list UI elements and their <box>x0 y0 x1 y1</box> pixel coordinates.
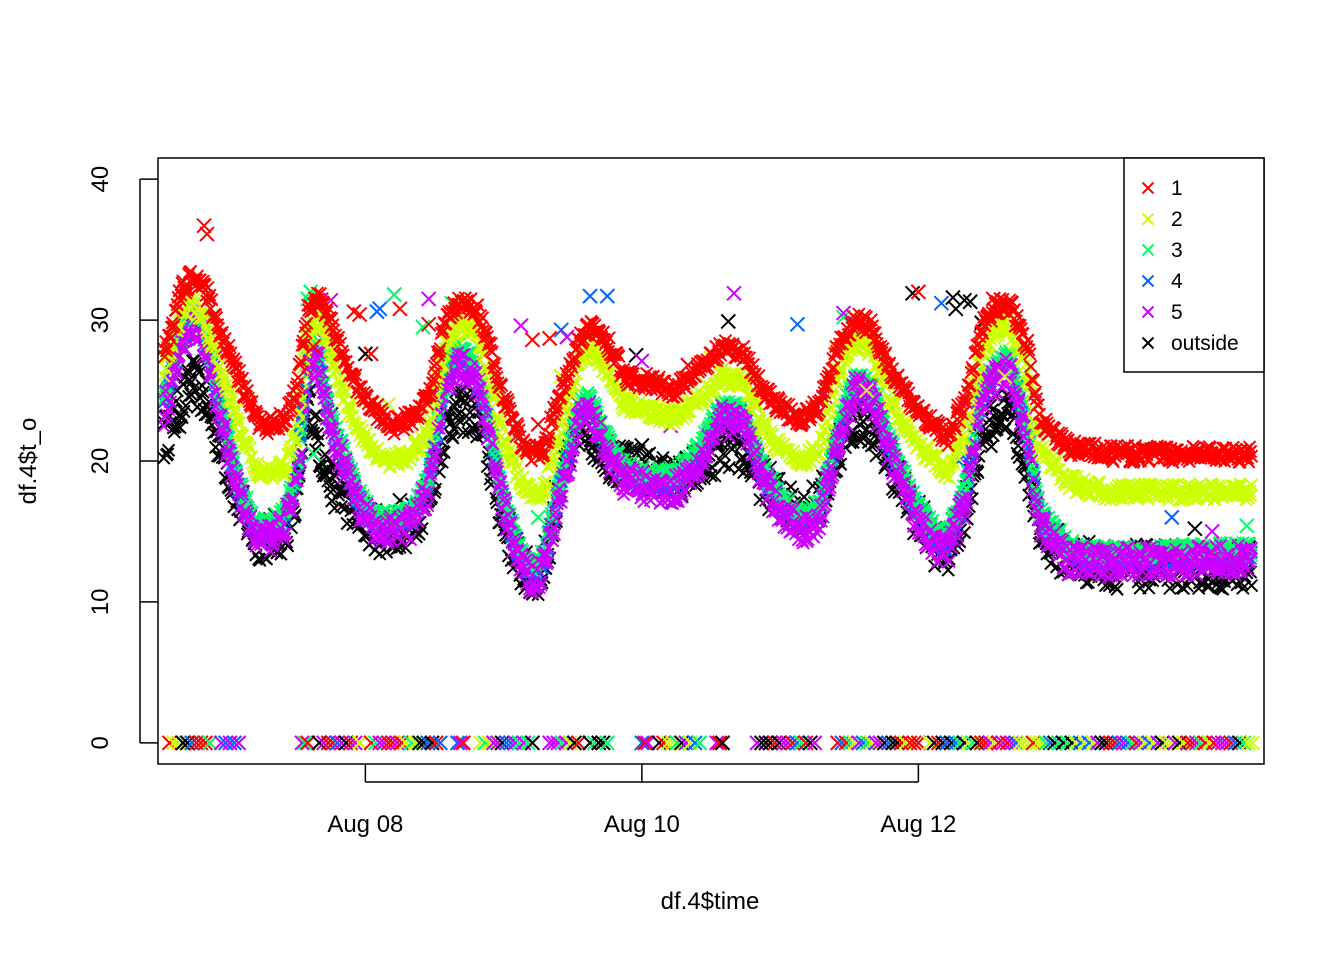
data-layer <box>157 217 1261 751</box>
outlier-point <box>1187 520 1203 537</box>
data-point <box>179 399 193 413</box>
outlier-point <box>386 286 402 303</box>
outlier-point <box>789 316 806 333</box>
data-point <box>306 426 321 440</box>
data-point <box>1236 581 1250 595</box>
outlier-point <box>421 291 437 307</box>
data-point <box>446 421 461 436</box>
data-point <box>311 433 326 448</box>
data-point <box>161 443 176 458</box>
data-point <box>1011 438 1025 453</box>
outlier-point <box>634 353 650 369</box>
outlier-point <box>956 292 973 309</box>
outlier-point <box>720 313 736 330</box>
outlier-point <box>513 317 529 334</box>
outlier-point <box>962 294 978 310</box>
outlier-point <box>357 346 374 362</box>
data-point <box>173 420 187 435</box>
outlier-point <box>904 285 921 302</box>
data-point <box>639 447 654 462</box>
data-point <box>182 373 197 387</box>
data-point <box>456 425 471 440</box>
data-point <box>189 359 204 373</box>
data-point <box>182 389 196 404</box>
data-point <box>1110 582 1124 596</box>
data-point <box>308 443 323 457</box>
data-point <box>168 420 182 434</box>
data-point <box>160 447 175 461</box>
data-point <box>705 460 719 474</box>
outlier-point <box>599 288 616 304</box>
data-point <box>334 500 349 514</box>
outlier-point <box>372 301 388 317</box>
outlier-point <box>945 289 961 306</box>
data-point <box>186 381 201 395</box>
data-point <box>191 362 206 377</box>
data-point <box>280 539 295 553</box>
data-point <box>797 490 811 504</box>
outlier-point <box>530 509 546 526</box>
outlier-point <box>1204 523 1220 540</box>
outlier-point <box>933 295 950 311</box>
data-point <box>708 469 722 483</box>
outlier-point <box>634 437 650 454</box>
outlier-point <box>726 285 742 302</box>
data-point <box>864 439 879 453</box>
outlier-point <box>1239 518 1255 534</box>
data-point <box>656 450 670 465</box>
data-point <box>716 447 731 461</box>
data-point <box>1163 581 1177 595</box>
data-point <box>604 434 618 449</box>
data-point <box>192 365 206 380</box>
data-point <box>1244 578 1259 593</box>
data-point <box>398 541 413 555</box>
outlier-point <box>1164 509 1180 526</box>
data-point <box>196 385 210 400</box>
data-point <box>984 439 999 454</box>
outlier-point <box>582 288 598 304</box>
